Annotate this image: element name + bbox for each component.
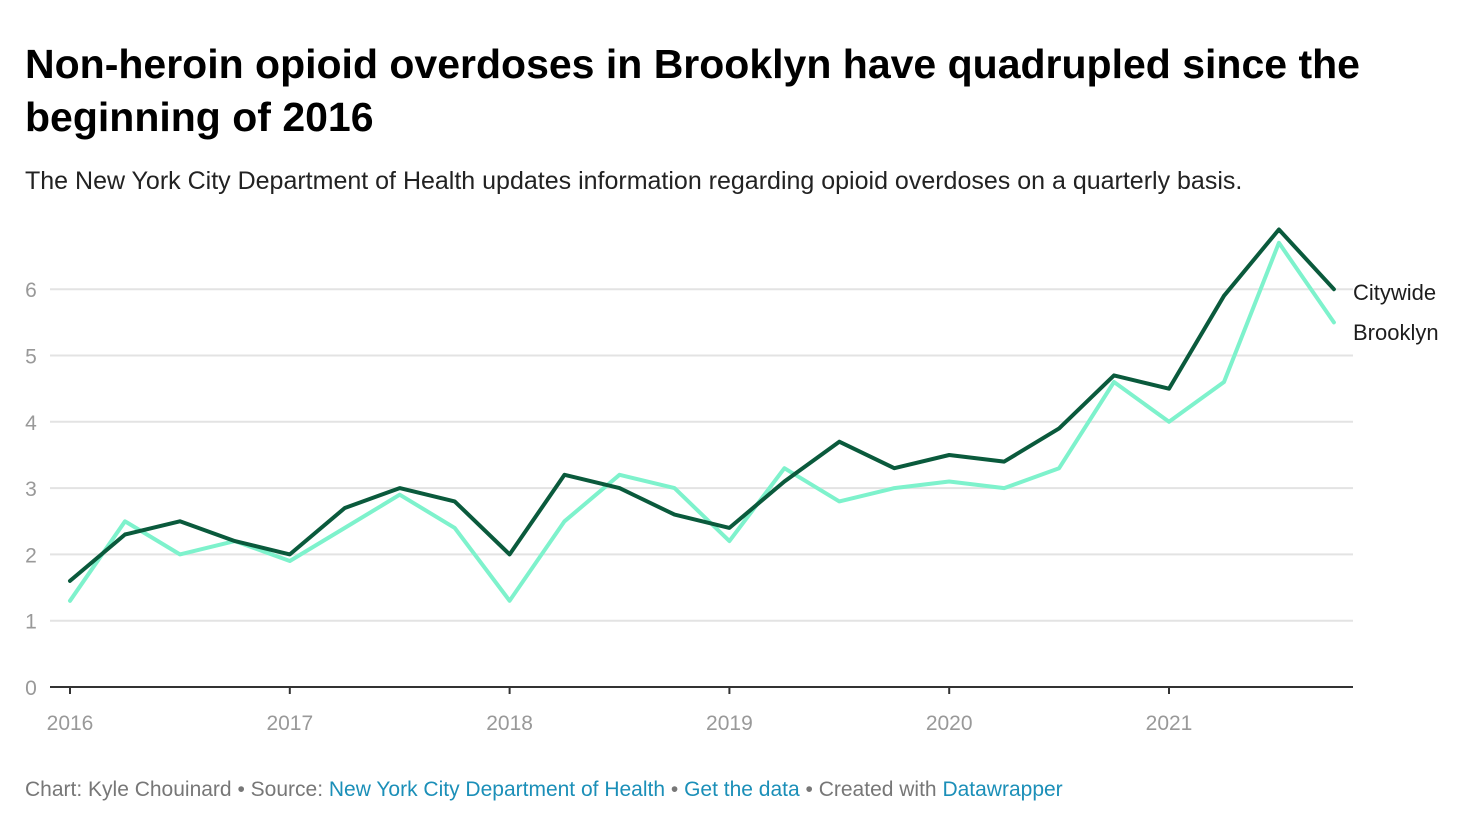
source-prefix: Source: [250,778,324,801]
y-tick-label: 5 [25,346,37,369]
x-tick-label: 2018 [486,712,533,735]
y-tick-label: 3 [25,478,37,501]
footer-separator: • [805,778,813,801]
footer-separator: • [670,778,679,801]
chart-subtitle: The New York City Department of Health u… [25,167,1243,195]
series-labels: Citywide Brooklyn [1353,280,1439,345]
series-label-citywide: Citywide [1353,280,1436,305]
series-line-citywide [68,227,1336,583]
y-tick-label: 0 [25,677,37,700]
x-tick-label: 2017 [266,712,313,735]
footer-separator: • [237,778,245,801]
chart-credit: Chart: Kyle Chouinard [25,778,232,801]
x-tick-label: 2021 [1146,712,1193,735]
x-tick-label: 2019 [706,712,753,735]
y-tick-label: 6 [25,279,37,302]
source-link[interactable]: New York City Department of Health [328,778,666,801]
x-tick-label: 2016 [47,712,94,735]
series-label-brooklyn: Brooklyn [1353,320,1439,345]
gridlines: 0 1 2 3 4 5 6 [25,279,1353,700]
y-tick-label: 1 [25,611,37,634]
created-with-prefix: Created with [818,778,937,801]
series-lines [68,227,1336,603]
x-axis: 2016 2017 2018 2019 2020 2021 [47,686,1353,735]
y-tick-label: 2 [25,544,37,567]
series-line-brooklyn [68,240,1336,603]
get-the-data-link[interactable]: Get the data [684,778,800,801]
chart-footer: Chart: Kyle Chouinard • Source: New York… [25,778,1063,802]
y-tick-label: 4 [25,412,37,435]
datawrapper-link[interactable]: Datawrapper [942,778,1063,801]
x-tick-label: 2020 [926,712,973,735]
chart-title: Non-heroin opioid overdoses in Brooklyn … [25,41,1360,140]
